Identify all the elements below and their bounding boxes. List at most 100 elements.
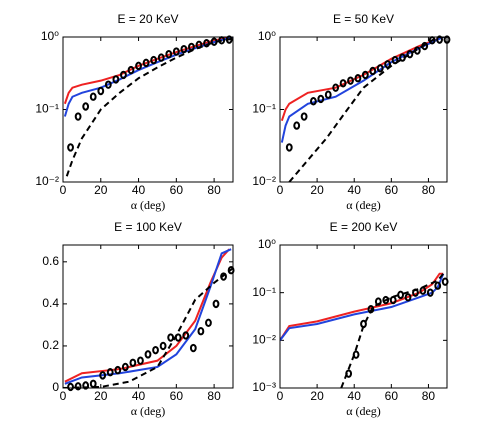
y-tick-label: 10⁰	[258, 237, 276, 251]
x-tick-label: 20	[310, 183, 324, 197]
y-tick-label: 10⁻²	[35, 174, 59, 188]
y-tick-label: 10⁻¹	[252, 285, 276, 299]
x-tick-label: 0	[277, 389, 284, 403]
data-point	[345, 369, 353, 378]
data-point	[406, 49, 414, 59]
series-line	[288, 37, 447, 182]
data-point	[157, 53, 165, 62]
data-point	[114, 365, 122, 375]
x-tick-label: 60	[385, 183, 399, 197]
y-tick-label: 0.4	[42, 296, 59, 310]
y-tick-label: 10⁻¹	[252, 102, 276, 116]
data-point	[347, 76, 354, 85]
data-point	[142, 58, 150, 68]
x-tick-label: 80	[422, 183, 436, 197]
axes-frame	[62, 36, 234, 183]
x-axis-label: α (deg)	[131, 198, 166, 212]
data-point	[189, 343, 197, 353]
series-line	[64, 248, 230, 383]
data-point	[317, 94, 325, 104]
data-point	[150, 55, 158, 65]
data-point	[300, 112, 308, 121]
data-point	[220, 272, 227, 281]
data-point	[426, 288, 434, 297]
axes-frame	[279, 244, 448, 389]
data-point	[137, 356, 144, 365]
y-tick-label: 0.2	[42, 338, 59, 352]
data-point	[203, 39, 210, 48]
x-tick-label: 60	[385, 389, 399, 403]
data-point	[382, 295, 390, 305]
data-point	[167, 333, 175, 342]
data-point	[225, 35, 233, 44]
y-tick-label: 10⁻¹	[35, 102, 59, 116]
data-point	[404, 293, 412, 302]
data-point	[205, 318, 212, 328]
data-point	[152, 345, 159, 355]
data-point	[121, 362, 129, 372]
data-point	[106, 368, 114, 377]
data-point	[210, 37, 218, 46]
data-point	[361, 70, 369, 80]
axes-frame	[62, 244, 234, 389]
data-point	[82, 381, 90, 390]
x-tick-label: 60	[170, 389, 184, 403]
x-axis-label: α (deg)	[131, 404, 166, 418]
data-point	[374, 297, 382, 306]
data-point	[352, 350, 360, 359]
y-tick-label: 0.6	[42, 254, 59, 268]
data-point	[227, 266, 235, 275]
data-point	[99, 371, 107, 380]
data-point	[89, 379, 97, 388]
data-point	[197, 327, 205, 336]
data-point	[441, 277, 449, 286]
data-point	[165, 49, 173, 59]
data-point	[180, 44, 188, 54]
data-point	[376, 64, 384, 73]
subplot-title: E = 200 KeV	[330, 220, 398, 234]
data-point	[67, 382, 74, 392]
x-axis-label: α (deg)	[346, 198, 381, 212]
data-point	[397, 290, 405, 300]
data-point	[436, 35, 443, 44]
data-point	[82, 102, 90, 111]
data-point	[324, 90, 332, 99]
series-line	[340, 273, 445, 388]
data-point	[104, 80, 112, 89]
data-point	[419, 286, 427, 295]
subplot-title: E = 100 KeV	[114, 220, 182, 234]
data-point	[339, 79, 347, 88]
data-point	[413, 46, 421, 55]
subplot-title: E = 50 KeV	[333, 12, 394, 26]
data-point	[434, 281, 442, 290]
x-tick-label: 60	[170, 183, 184, 197]
data-point	[384, 60, 392, 69]
x-tick-label: 20	[94, 183, 108, 197]
data-point	[332, 83, 340, 92]
x-tick-label: 0	[277, 183, 284, 197]
series-line	[280, 37, 447, 143]
data-point	[367, 304, 375, 314]
data-point	[360, 319, 367, 329]
data-point	[67, 143, 74, 152]
data-point	[421, 41, 429, 51]
series-line	[65, 37, 233, 177]
data-point	[391, 55, 399, 65]
x-tick-label: 0	[60, 389, 67, 403]
data-point	[285, 143, 293, 152]
data-point	[399, 53, 406, 62]
x-tick-label: 80	[422, 389, 436, 403]
x-tick-label: 40	[132, 183, 146, 197]
x-tick-label: 20	[94, 389, 108, 403]
data-point	[389, 295, 397, 305]
data-point	[74, 382, 82, 391]
data-point	[212, 299, 220, 309]
y-tick-label: 10⁻²	[252, 333, 276, 347]
data-point	[129, 358, 137, 367]
series-line	[64, 248, 232, 385]
y-tick-label: 10⁰	[41, 29, 59, 43]
x-tick-label: 80	[207, 389, 221, 403]
y-tick-label: 0	[52, 380, 59, 394]
data-point	[369, 66, 377, 76]
